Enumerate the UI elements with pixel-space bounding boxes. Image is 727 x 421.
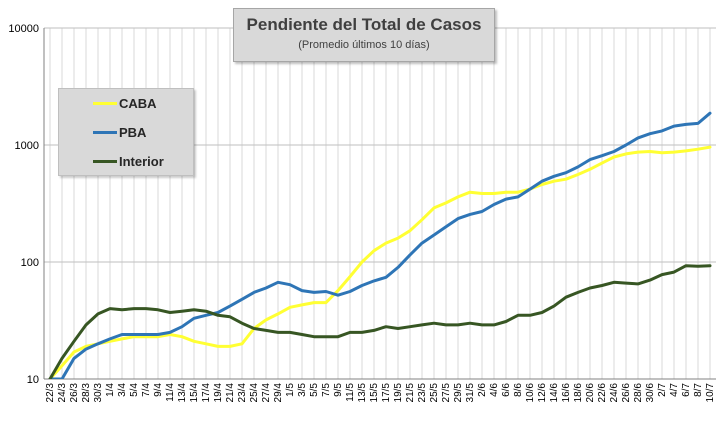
x-tick-label: 11/4 — [165, 383, 176, 402]
x-tick-label: 27/5 — [441, 383, 452, 403]
x-tick-label: 17/4 — [201, 383, 212, 403]
x-tick-label: 24/3 — [57, 383, 68, 403]
x-tick-label: 19/4 — [213, 383, 224, 403]
series-line-pba — [48, 111, 712, 379]
x-tick-label: 17/5 — [381, 383, 392, 403]
x-tick-label: 7/4 — [141, 383, 152, 397]
y-tick-label: 100 — [21, 257, 39, 269]
x-tick-label: 20/6 — [585, 383, 596, 403]
x-tick-label: 6/6 — [501, 383, 512, 397]
legend-label-interior: Interior — [119, 154, 164, 169]
x-tick-label: 13/5 — [357, 383, 368, 403]
x-tick-label: 26/3 — [69, 383, 80, 403]
x-tick-label: 25/5 — [429, 383, 440, 403]
x-tick-label: 8/7 — [693, 383, 704, 397]
x-tick-label: 16/6 — [561, 383, 572, 403]
x-tick-label: 29/4 — [273, 383, 284, 403]
x-tick-label: 21/5 — [405, 383, 416, 403]
x-tick-label: 27/4 — [261, 383, 272, 403]
series-line-caba — [48, 145, 712, 379]
x-tick-label: 5/4 — [129, 383, 140, 397]
chart-title-box: Pendiente del Total de Casos (Promedio ú… — [233, 8, 495, 62]
x-tick-label: 30/6 — [645, 383, 656, 403]
x-tick-label: 21/4 — [225, 383, 236, 403]
x-tick-label: 23/4 — [237, 383, 248, 403]
x-tick-label: 10/7 — [705, 383, 716, 403]
x-tick-label: 13/4 — [177, 383, 188, 403]
x-tick-label: 4/6 — [489, 383, 500, 397]
x-tick-label: 4/7 — [669, 383, 680, 397]
x-tick-label: 25/4 — [249, 383, 260, 403]
x-tick-label: 23/5 — [417, 383, 428, 403]
x-tick-label: 11/5 — [345, 383, 356, 402]
x-tick-label: 8/6 — [513, 383, 524, 397]
x-tick-label: 31/5 — [465, 383, 476, 403]
x-tick-label: 24/6 — [609, 383, 620, 403]
legend-item-pba: PBA — [59, 124, 193, 142]
legend-label-pba: PBA — [119, 125, 147, 140]
chart-legend: CABA PBA Interior — [58, 88, 194, 176]
x-tick-label: 2/6 — [477, 383, 488, 397]
x-tick-label: 6/7 — [681, 383, 692, 397]
legend-swatch-interior — [93, 160, 117, 163]
x-tick-label: 19/5 — [393, 383, 404, 403]
x-tick-label: 26/6 — [621, 383, 632, 403]
legend-swatch-caba — [93, 102, 117, 105]
x-tick-label: 1/4 — [105, 383, 116, 397]
x-tick-label: 9/4 — [153, 383, 164, 397]
x-tick-label: 10/6 — [525, 383, 536, 403]
x-tick-label: 30/3 — [93, 383, 104, 403]
x-tick-label: 12/6 — [537, 383, 548, 403]
x-tick-label: 18/6 — [573, 383, 584, 403]
x-tick-label: 15/4 — [189, 383, 200, 403]
series-line-interior — [48, 264, 712, 379]
x-tick-label: 28/3 — [81, 383, 92, 403]
y-tick-label: 1000 — [15, 140, 39, 152]
x-tick-label: 9/5 — [333, 383, 344, 397]
legend-item-interior: Interior — [59, 153, 193, 171]
legend-swatch-pba — [93, 131, 117, 134]
x-tick-label: 28/6 — [633, 383, 644, 403]
x-tick-label: 2/7 — [657, 383, 668, 397]
y-tick-label: 10000 — [8, 23, 39, 35]
x-tick-label: 29/5 — [453, 383, 464, 403]
x-tick-label: 1/5 — [285, 383, 296, 397]
x-tick-label: 3/5 — [297, 383, 308, 397]
x-tick-label: 22/3 — [45, 383, 56, 403]
legend-label-caba: CABA — [119, 96, 157, 111]
chart-title: Pendiente del Total de Casos — [246, 15, 482, 34]
x-tick-label: 7/5 — [321, 383, 332, 397]
x-tick-label: 15/5 — [369, 383, 380, 403]
y-tick-label: 10 — [27, 374, 39, 386]
legend-item-caba: CABA — [59, 95, 193, 113]
chart-subtitle: (Promedio últimos 10 días) — [298, 39, 430, 51]
x-tick-label: 5/5 — [309, 383, 320, 397]
x-tick-label: 14/6 — [549, 383, 560, 403]
x-tick-label: 3/4 — [117, 383, 128, 397]
x-tick-label: 22/6 — [597, 383, 608, 403]
